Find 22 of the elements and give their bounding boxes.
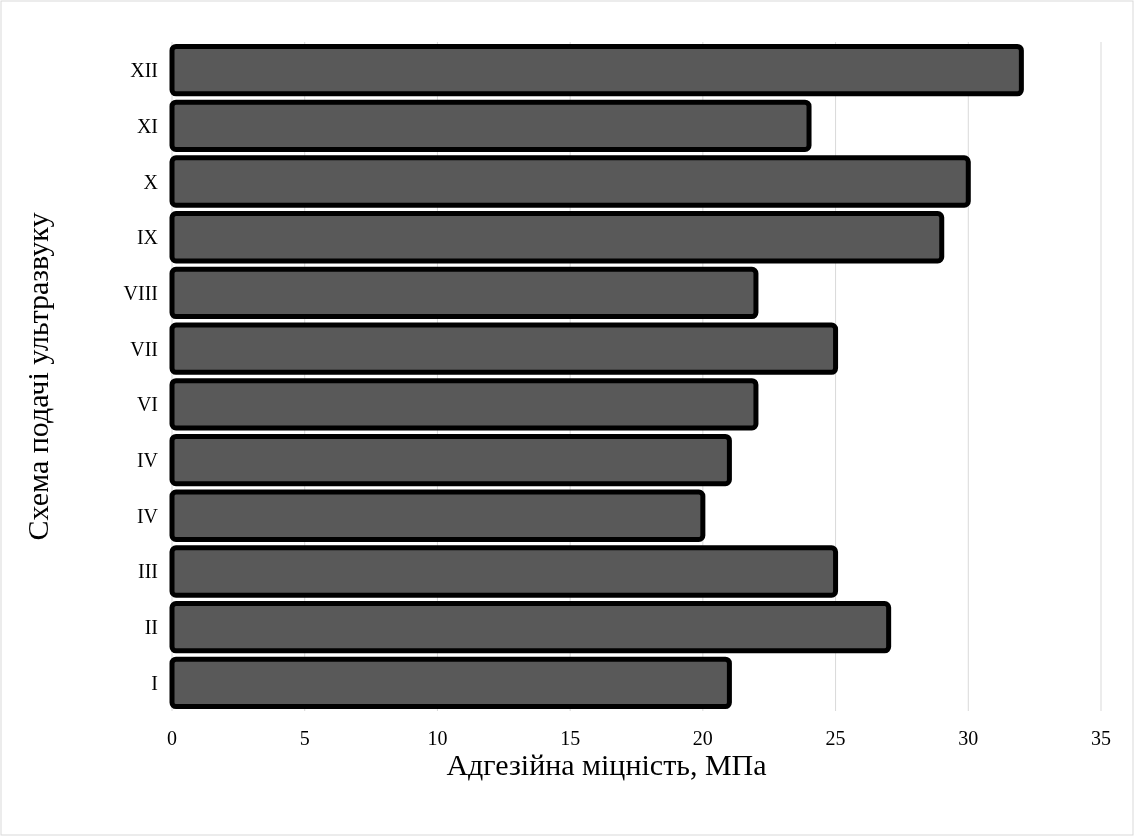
y-tick-label: XII: [130, 59, 158, 82]
x-tick-label: 0: [167, 727, 177, 749]
y-tick-label: VIII: [123, 281, 158, 304]
x-tick-label: 20: [692, 727, 713, 749]
y-tick-label: XI: [136, 114, 158, 137]
y-tick-label: VI: [136, 393, 158, 416]
y-tick-label: IV: [136, 504, 159, 527]
x-tick-label: 35: [1091, 727, 1111, 749]
y-tick-label: I: [151, 671, 158, 694]
x-axis-title: Адгезійна міцність, МПа: [446, 748, 767, 781]
x-tick-label: 10: [427, 727, 448, 749]
y-tick-label: III: [138, 560, 158, 583]
y-tick-label: VII: [130, 337, 158, 360]
y-axis-title: Схема подачі ультразвуку: [21, 212, 54, 541]
y-tick-label: IX: [136, 226, 159, 249]
x-tick-label: 15: [560, 727, 581, 749]
y-tick-label: IV: [136, 449, 159, 472]
x-tick-label: 30: [958, 727, 979, 749]
y-tick-label: II: [144, 616, 158, 639]
x-tick-label: 25: [825, 727, 846, 749]
x-tick-label: 5: [299, 727, 310, 749]
y-tick-label: X: [143, 170, 159, 193]
